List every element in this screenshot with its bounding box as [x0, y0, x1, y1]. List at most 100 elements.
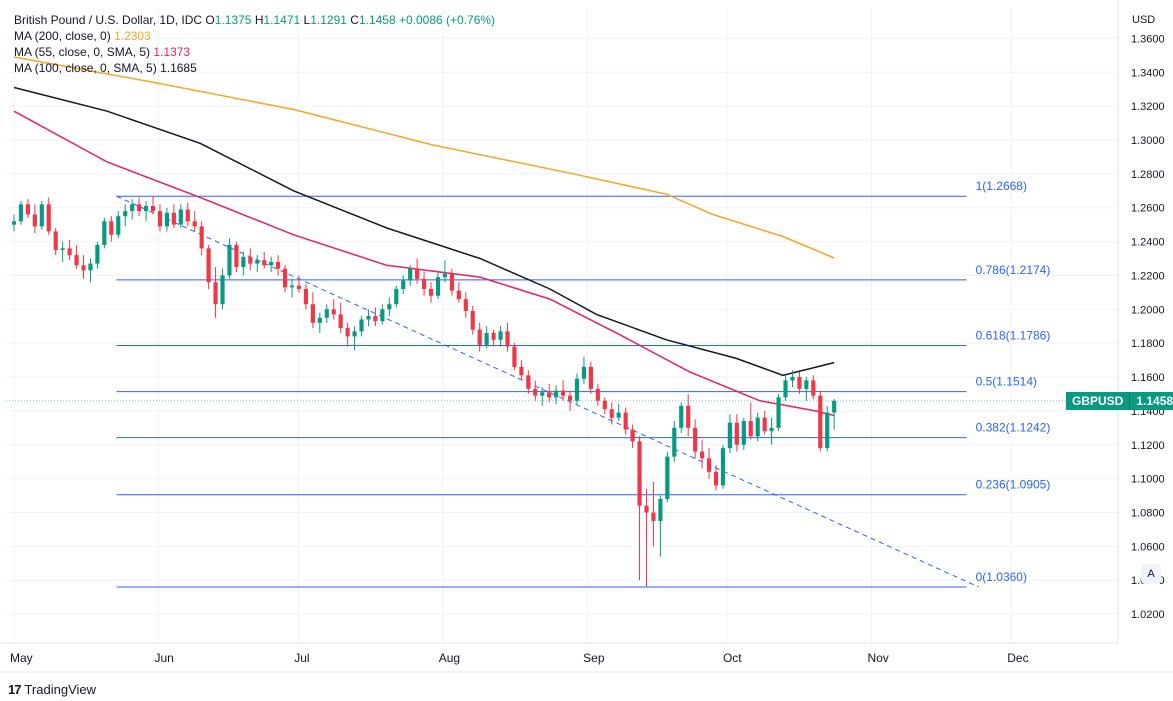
auto-scale-button[interactable]: A — [1141, 564, 1161, 584]
candle-body — [665, 456, 670, 499]
candle — [686, 393, 691, 437]
candle — [255, 255, 260, 273]
open-value: 1.1375 — [214, 13, 252, 27]
legend-ma55-row[interactable]: MA (55, close, 0, SMA, 5) 1.1373 — [14, 44, 495, 60]
candle-body — [595, 388, 600, 401]
candle-body — [387, 304, 392, 310]
axes: 1.3600 1.3400 1.3200 1.3000 1.2800 1.2600 1.24… — [0, 0, 1173, 673]
candle-body — [248, 256, 253, 264]
footer-branding[interactable]: 17 TradingView — [8, 682, 96, 697]
candle — [359, 316, 364, 337]
candle-body — [227, 244, 232, 276]
candle — [574, 373, 580, 405]
candle — [352, 326, 357, 350]
candle-body — [748, 421, 753, 437]
legend-ma100-row[interactable]: MA (100, close, 0, SMA, 5) 1.1685 — [14, 60, 495, 76]
candle — [700, 439, 705, 469]
candle — [102, 217, 107, 249]
x-tick-label: Aug — [439, 651, 460, 665]
candle-body — [123, 211, 128, 217]
candle-body — [463, 299, 468, 311]
candle — [734, 414, 739, 452]
candle-body — [790, 377, 795, 381]
candle-body — [262, 260, 267, 266]
candle — [526, 370, 531, 394]
candle — [317, 312, 322, 334]
change-value: +0.0086 (+0.76%) — [398, 13, 496, 27]
candle — [421, 272, 427, 296]
candle-body — [741, 421, 746, 445]
candle-body — [547, 392, 552, 398]
candle-body — [554, 390, 559, 398]
candle-body — [623, 412, 628, 430]
candle-body — [811, 380, 816, 396]
candle-body — [713, 471, 719, 486]
candle — [137, 197, 142, 217]
candle — [741, 417, 746, 450]
y-tick-label: 1.2400 — [1131, 237, 1165, 249]
y-tick-label: 1.0200 — [1131, 609, 1165, 621]
candle-body — [435, 277, 441, 296]
candle — [463, 292, 468, 318]
y-tick-label: 1.1600 — [1131, 372, 1165, 384]
candle-body — [477, 329, 482, 345]
candle — [213, 266, 218, 318]
candle — [783, 375, 788, 401]
candle-body — [143, 206, 149, 212]
candle — [679, 402, 684, 433]
candle-body — [602, 400, 607, 410]
close-label: C — [350, 13, 359, 27]
y-tick-label: 1.1800 — [1131, 338, 1165, 350]
candle — [651, 482, 656, 547]
legend-ohlc-row[interactable]: British Pound / U.S. Dollar, 1D, IDC O1.… — [14, 12, 495, 28]
candle — [394, 285, 399, 308]
candle-body — [380, 309, 385, 322]
candle-body — [352, 331, 357, 337]
candle-body — [574, 378, 580, 401]
x-tick-label: Nov — [867, 651, 888, 665]
candle — [88, 258, 93, 283]
ma55-line — [13, 110, 835, 417]
candle — [220, 268, 225, 310]
x-tick-label: Jul — [294, 651, 309, 665]
candle-body — [18, 204, 24, 222]
candle-body — [519, 366, 524, 376]
candle — [74, 244, 79, 269]
candle-body — [220, 275, 225, 305]
currency-label[interactable]: USD — [1132, 14, 1156, 26]
candle — [609, 402, 614, 425]
y-tick-label: 1.2800 — [1131, 169, 1165, 181]
candle — [408, 265, 413, 286]
candle — [276, 255, 281, 276]
candle-body — [234, 244, 239, 267]
candle — [665, 451, 670, 503]
candle-body — [282, 268, 288, 288]
legend-ma200-row[interactable]: MA (200, close, 0) 1.2303 — [14, 28, 495, 44]
candles — [6, 195, 1118, 587]
candle-body — [310, 304, 315, 323]
candle-body — [651, 512, 656, 521]
candle-body — [359, 319, 364, 332]
trend-line-dashed — [116, 195, 979, 588]
candle-body — [95, 244, 100, 264]
candle-body — [157, 211, 163, 227]
candle — [748, 402, 753, 440]
candle — [345, 322, 350, 347]
candle-body — [734, 422, 739, 445]
candle-body — [317, 317, 322, 323]
candle-body — [533, 388, 538, 396]
candle-body — [679, 405, 684, 428]
candle-body — [171, 212, 176, 225]
candle-body — [192, 221, 197, 227]
candle — [602, 397, 607, 415]
low-value: 1.1291 — [310, 13, 347, 27]
candle — [547, 383, 552, 403]
candle — [81, 255, 86, 279]
x-tick-label: May — [10, 651, 33, 665]
candle — [199, 221, 204, 256]
candle — [373, 307, 378, 327]
fib-level-label: 0.382(1.1242) — [976, 421, 1051, 435]
candle-body — [32, 214, 37, 227]
